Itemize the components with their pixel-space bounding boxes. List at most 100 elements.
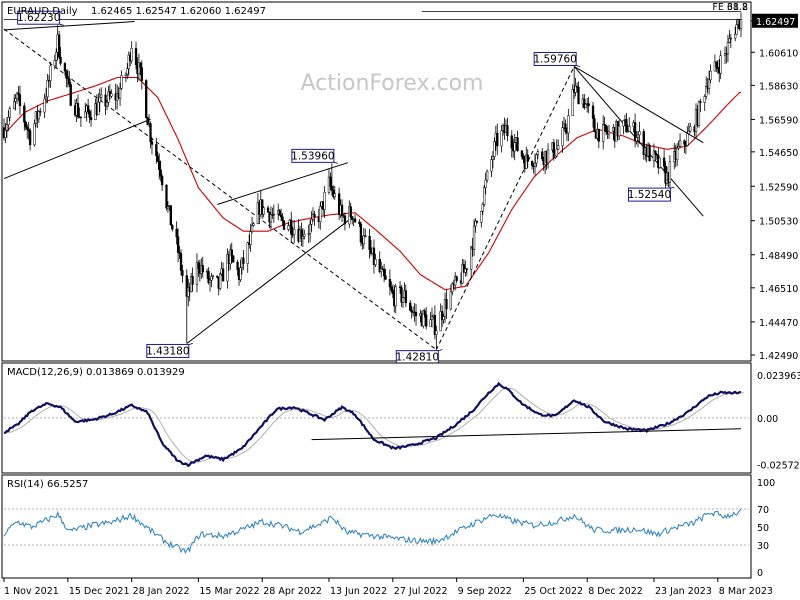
macd-tick-label: -0.025726: [757, 460, 800, 471]
candle-body: [300, 229, 303, 239]
candle-body: [496, 132, 499, 147]
candle-body: [465, 268, 468, 270]
candle-body: [337, 193, 341, 215]
candle-body: [14, 98, 17, 102]
pivot-label: 1.53960: [291, 150, 334, 162]
candle-body: [272, 213, 275, 216]
candle-body: [638, 131, 641, 136]
price-tick-label: 1.48490: [759, 251, 798, 262]
price-tick-label: 1.58630: [759, 81, 798, 92]
candle-body: [88, 111, 91, 118]
candle-body: [26, 126, 29, 130]
candle-body: [726, 42, 730, 55]
candle-body: [175, 228, 178, 238]
candle-body: [207, 270, 210, 283]
candle-body: [602, 123, 605, 142]
candle-body: [169, 205, 172, 226]
candle-body: [410, 310, 413, 313]
candle-body: [677, 146, 680, 149]
candle-body: [98, 97, 101, 103]
candle-body: [201, 265, 204, 273]
candle-body: [709, 70, 712, 81]
candle-body: [593, 118, 596, 133]
candle-body: [536, 151, 540, 156]
candle-body: [219, 273, 222, 289]
candle-body: [433, 314, 437, 335]
candle-body: [561, 127, 564, 146]
candle-body: [483, 187, 486, 205]
candle-body: [583, 98, 586, 109]
candle-body: [63, 63, 67, 72]
candle-body: [340, 204, 344, 217]
pivot-connector: [333, 161, 338, 164]
candle-body: [470, 246, 473, 270]
candle-body: [716, 67, 719, 70]
candle-body: [24, 121, 27, 128]
candle-body: [378, 258, 381, 272]
candle-body: [642, 131, 645, 156]
price-axis: 1.62497 1.60610 1.58630 1.56590 1.54650 1.525…: [751, 13, 798, 362]
pivot-label: 1.52540: [628, 189, 671, 201]
dashed-trendline: [435, 66, 575, 350]
candle-body: [313, 213, 316, 218]
candle-body: [404, 290, 408, 304]
candle-body: [249, 231, 252, 245]
candle-body: [33, 123, 36, 146]
candle-body: [423, 310, 426, 315]
candle-body: [146, 117, 149, 126]
candle-body: [400, 287, 403, 303]
candle-body: [195, 262, 199, 285]
candle-body: [729, 37, 732, 40]
candle-body: [480, 211, 483, 223]
candle-body: [46, 80, 49, 98]
candle-body: [181, 270, 184, 276]
candle-body: [127, 54, 130, 69]
candle-body: [124, 73, 128, 76]
candle-body: [278, 210, 281, 216]
candle-body: [349, 206, 352, 217]
candle-body: [461, 264, 464, 284]
rsi-tick-label: 50: [757, 523, 769, 534]
rsi-tick-label: 0: [757, 568, 763, 579]
candle-body: [308, 224, 312, 234]
candle-body: [449, 291, 452, 310]
candle-body: [333, 193, 336, 198]
candle-body: [689, 126, 692, 132]
candle-body: [43, 98, 46, 113]
pivot-label: 1.42810: [396, 352, 439, 364]
candle-body: [105, 101, 109, 107]
candle-body: [604, 125, 608, 132]
pivot-label: 1.62230: [17, 12, 60, 24]
candle-body: [216, 275, 219, 278]
candle-body: [208, 279, 212, 283]
candle-body: [584, 104, 587, 109]
candle-body: [165, 184, 168, 209]
candle-body: [607, 130, 611, 135]
candle-body: [445, 299, 448, 310]
candle-body: [520, 150, 524, 157]
candle-body: [261, 199, 264, 215]
candle-body: [442, 316, 445, 320]
candle-body: [57, 34, 61, 58]
candle-body: [472, 225, 476, 250]
candle-body: [97, 101, 100, 115]
candle-body: [546, 149, 550, 163]
candle-body: [372, 247, 376, 265]
candle-body: [628, 126, 631, 132]
candle-body: [439, 311, 442, 332]
candle-body: [145, 80, 148, 118]
date-tick-label: 8 Dec 2022: [588, 586, 643, 597]
candle-body: [636, 134, 640, 138]
candle-body: [526, 154, 529, 162]
candle-body: [555, 148, 558, 157]
candle-body: [587, 103, 590, 107]
watermark: ActionForex.com: [301, 71, 484, 96]
chart-title-ohlc: 1.62465 1.62547 1.62060 1.62497: [91, 6, 266, 17]
candle-body: [252, 223, 255, 226]
candle-body: [230, 249, 233, 257]
macd-title: MACD(12,26,9) 0.013869 0.013929: [7, 367, 185, 378]
candle-body: [567, 115, 570, 134]
candle-body: [522, 156, 525, 160]
candle-body: [269, 214, 273, 223]
